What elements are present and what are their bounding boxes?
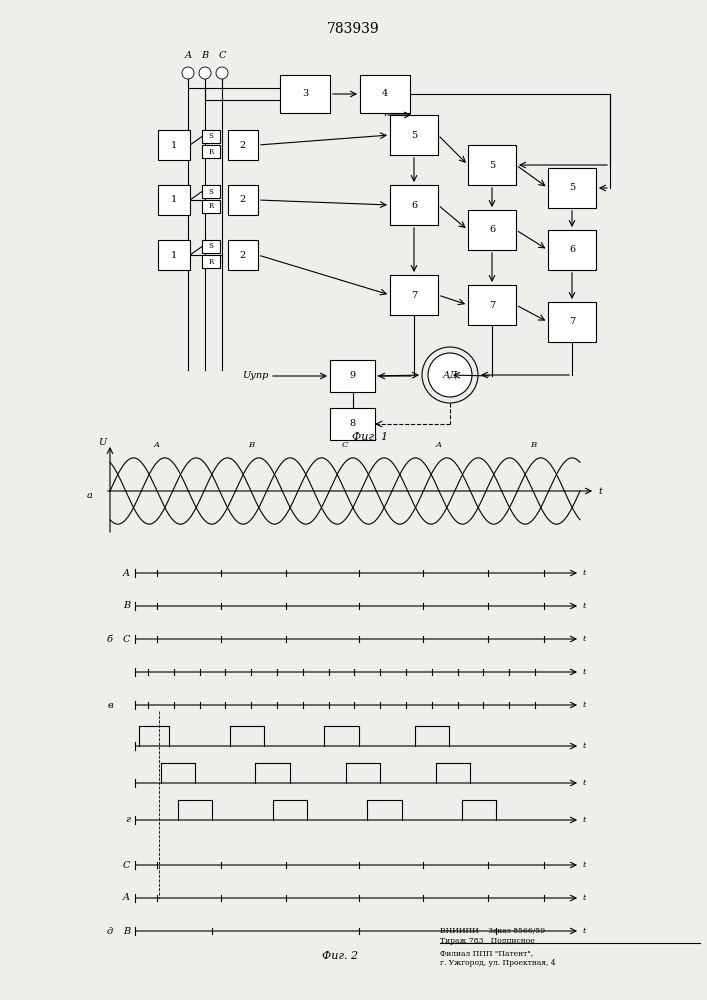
Text: t: t bbox=[583, 779, 586, 787]
Bar bbox=[202, 145, 220, 158]
Text: R: R bbox=[209, 202, 214, 211]
Text: A: A bbox=[436, 441, 442, 449]
Text: д: д bbox=[107, 926, 113, 936]
Text: 7: 7 bbox=[569, 318, 575, 326]
Text: 2: 2 bbox=[240, 250, 246, 259]
Bar bbox=[390, 115, 438, 155]
Text: t: t bbox=[598, 487, 602, 495]
Text: г. Ужгород, ул. Проектная, 4: г. Ужгород, ул. Проектная, 4 bbox=[440, 959, 556, 967]
Bar bbox=[202, 130, 220, 143]
Bar bbox=[158, 130, 190, 160]
Text: 6: 6 bbox=[569, 245, 575, 254]
Text: 2: 2 bbox=[240, 196, 246, 205]
Circle shape bbox=[199, 67, 211, 79]
Bar bbox=[468, 210, 516, 250]
Text: S: S bbox=[209, 242, 214, 250]
Bar bbox=[548, 302, 596, 342]
Text: t: t bbox=[583, 927, 586, 935]
Text: 1: 1 bbox=[171, 196, 177, 205]
Text: A: A bbox=[185, 51, 192, 60]
Text: t: t bbox=[583, 602, 586, 610]
Text: 3: 3 bbox=[302, 90, 308, 99]
Text: A: A bbox=[154, 441, 160, 449]
Text: t: t bbox=[583, 861, 586, 869]
Text: B: B bbox=[123, 601, 130, 610]
Bar bbox=[202, 255, 220, 268]
Text: б: б bbox=[107, 635, 113, 644]
Text: C: C bbox=[122, 860, 130, 869]
Text: t: t bbox=[583, 701, 586, 709]
Text: Uупр: Uупр bbox=[242, 371, 268, 380]
Bar bbox=[468, 145, 516, 185]
Bar bbox=[280, 75, 330, 113]
Bar bbox=[228, 240, 258, 270]
Text: 8: 8 bbox=[349, 420, 356, 428]
Bar bbox=[330, 360, 375, 392]
Text: 6: 6 bbox=[411, 200, 417, 210]
Text: S: S bbox=[209, 188, 214, 196]
Text: 5: 5 bbox=[411, 130, 417, 139]
Text: R: R bbox=[209, 257, 214, 265]
Text: S: S bbox=[209, 132, 214, 140]
Text: B: B bbox=[201, 51, 209, 60]
Text: 783939: 783939 bbox=[327, 22, 380, 36]
Text: г: г bbox=[125, 816, 130, 824]
Bar bbox=[202, 240, 220, 253]
Bar bbox=[330, 408, 375, 440]
Circle shape bbox=[216, 67, 228, 79]
Text: t: t bbox=[583, 668, 586, 676]
Bar bbox=[360, 75, 410, 113]
Text: A: A bbox=[123, 568, 130, 578]
Text: 1: 1 bbox=[171, 140, 177, 149]
Text: 9: 9 bbox=[349, 371, 356, 380]
Bar bbox=[390, 185, 438, 225]
Bar bbox=[390, 275, 438, 315]
Bar bbox=[202, 185, 220, 198]
Text: 2: 2 bbox=[240, 140, 246, 149]
Text: 6: 6 bbox=[489, 226, 495, 234]
Text: U: U bbox=[98, 438, 106, 447]
Text: 5: 5 bbox=[489, 160, 495, 169]
Text: B: B bbox=[530, 441, 536, 449]
Text: t: t bbox=[583, 635, 586, 643]
Text: 7: 7 bbox=[411, 290, 417, 300]
Bar bbox=[468, 285, 516, 325]
Text: Филиал ППП "Патент",: Филиал ППП "Патент", bbox=[440, 949, 533, 957]
Text: Тираж 783   Подписное: Тираж 783 Подписное bbox=[440, 937, 534, 945]
Bar bbox=[158, 185, 190, 215]
Text: 4: 4 bbox=[382, 90, 388, 99]
Text: Фиг. 1: Фиг. 1 bbox=[352, 432, 388, 442]
Text: 7: 7 bbox=[489, 300, 495, 310]
Bar bbox=[158, 240, 190, 270]
Text: Фиг. 2: Фиг. 2 bbox=[322, 951, 358, 961]
Bar bbox=[548, 168, 596, 208]
Text: t: t bbox=[583, 816, 586, 824]
Text: B: B bbox=[248, 441, 254, 449]
Text: а: а bbox=[87, 491, 93, 500]
Bar bbox=[228, 130, 258, 160]
Circle shape bbox=[428, 353, 472, 397]
Bar bbox=[202, 200, 220, 213]
Text: R: R bbox=[209, 147, 214, 155]
Text: 5: 5 bbox=[569, 184, 575, 192]
Text: C: C bbox=[218, 51, 226, 60]
Text: ВНИИПИ    Заказ 8566/59: ВНИИПИ Заказ 8566/59 bbox=[440, 927, 545, 935]
Text: 1: 1 bbox=[171, 250, 177, 259]
Text: A: A bbox=[123, 894, 130, 902]
Text: C: C bbox=[341, 441, 348, 449]
Circle shape bbox=[182, 67, 194, 79]
Text: t: t bbox=[583, 742, 586, 750]
Text: АД: АД bbox=[443, 370, 457, 379]
Text: C: C bbox=[122, 635, 130, 644]
Bar bbox=[548, 230, 596, 270]
Bar bbox=[228, 185, 258, 215]
Text: t: t bbox=[583, 569, 586, 577]
Text: в: в bbox=[107, 700, 113, 710]
Text: t: t bbox=[583, 894, 586, 902]
Text: B: B bbox=[123, 926, 130, 936]
